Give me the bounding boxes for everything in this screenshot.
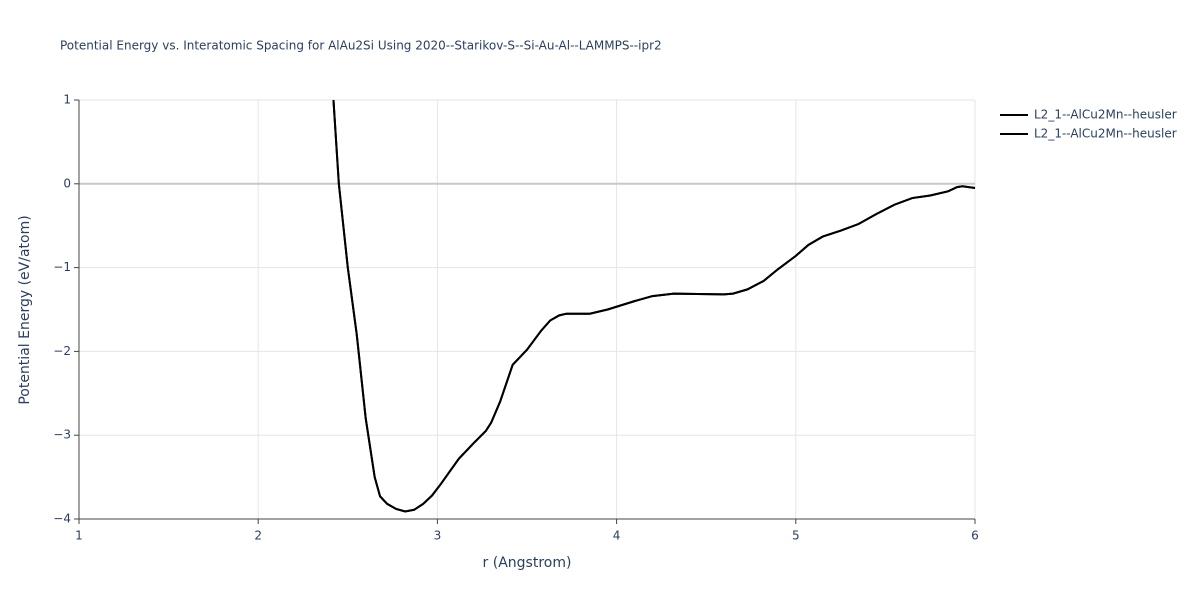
- y-axis-label: Potential Energy (eV/atom): [17, 215, 33, 404]
- y-tick-label: −2: [53, 344, 71, 358]
- legend-label: L2_1--AlCu2Mn--heusler: [1034, 108, 1177, 122]
- x-tick-label: 6: [971, 529, 979, 543]
- line-series: [332, 99, 976, 513]
- x-tick-label: 2: [254, 529, 262, 543]
- y-tick-label: −4: [53, 512, 71, 526]
- y-tick-label: 1: [63, 93, 71, 107]
- x-tick-label: 4: [613, 529, 621, 543]
- y-tick-label: −1: [53, 260, 71, 274]
- x-tick-label: 5: [792, 529, 800, 543]
- x-tick-label: 1: [75, 529, 83, 543]
- x-tick-label: 3: [434, 529, 442, 543]
- legend-label: L2_1--AlCu2Mn--heusler: [1034, 127, 1177, 141]
- chart-title: Potential Energy vs. Interatomic Spacing…: [60, 39, 662, 53]
- y-tick-label: −3: [53, 428, 71, 442]
- y-tick-label: 0: [63, 176, 71, 190]
- x-axis-label: r (Angstrom): [483, 555, 572, 571]
- line-series: [332, 99, 976, 513]
